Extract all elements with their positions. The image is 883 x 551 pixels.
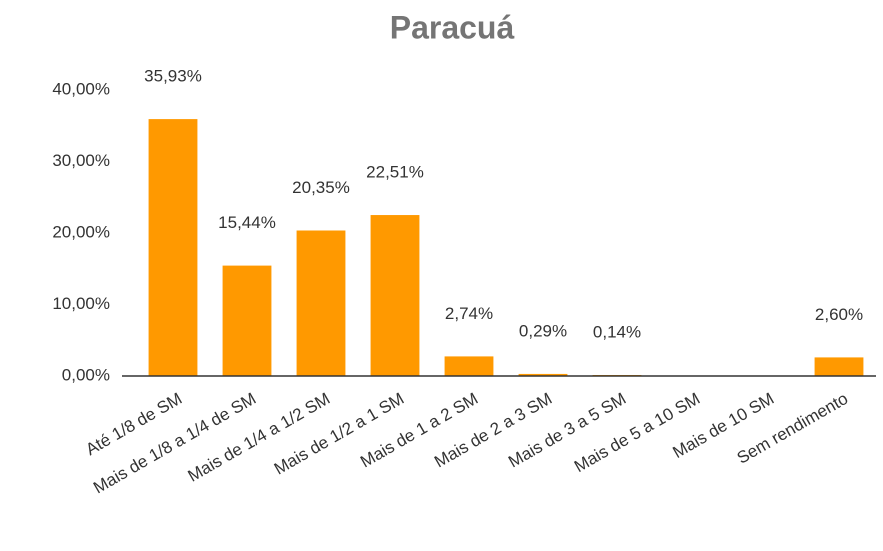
y-tick-label: 30,00% <box>52 151 110 170</box>
y-tick-label: 10,00% <box>52 294 110 313</box>
x-tick-label: Mais de 5 a 10 SM <box>571 389 703 476</box>
y-tick-label: 0,00% <box>62 365 110 384</box>
data-label: 22,51% <box>366 163 424 182</box>
data-label: 0,14% <box>593 322 641 341</box>
bar <box>518 373 568 376</box>
bar <box>296 230 346 376</box>
bar <box>222 265 272 376</box>
data-label: 2,60% <box>815 305 863 324</box>
data-label: 35,93% <box>144 67 202 86</box>
data-label: 15,44% <box>218 213 276 232</box>
bar <box>444 356 494 376</box>
bar <box>370 215 420 376</box>
x-tick-label: Mais de 1/2 a 1 SM <box>271 389 407 479</box>
x-tick-label: Mais de 1/4 a 1/2 SM <box>185 389 334 486</box>
data-label: 20,35% <box>292 178 350 197</box>
data-label: 0,29% <box>519 321 567 340</box>
y-tick-label: 40,00% <box>52 79 110 98</box>
bar <box>814 357 864 376</box>
y-tick-label: 20,00% <box>52 222 110 241</box>
bar <box>148 119 198 377</box>
chart-title: Paracuá <box>390 9 515 45</box>
data-label: 2,74% <box>445 304 493 323</box>
